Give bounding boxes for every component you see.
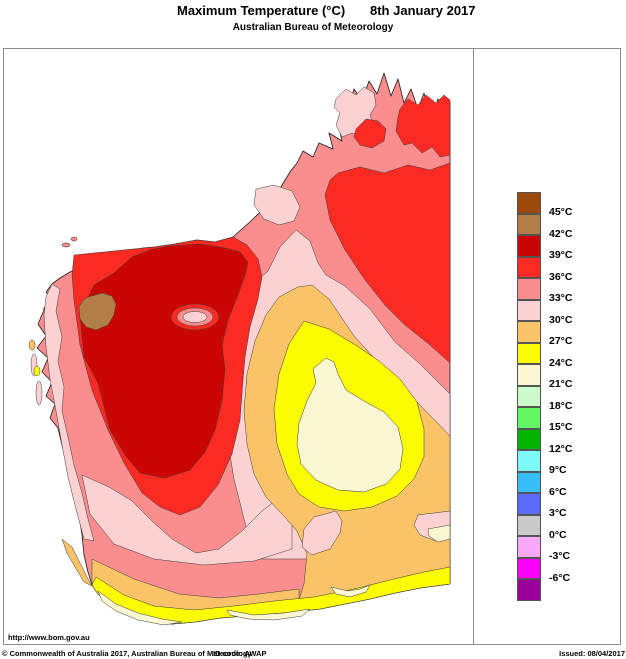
- legend-label: 0°C: [549, 528, 567, 541]
- page-title: Maximum Temperature (°C): [177, 3, 346, 18]
- abrolhos-island: [28, 339, 36, 351]
- legend-label: 15°C: [549, 421, 573, 433]
- cream-south-sliver: [226, 608, 311, 621]
- legend-swatch: [517, 493, 541, 515]
- legend-swatch: [517, 514, 541, 536]
- id-code: ID code: AWAP: [213, 649, 267, 658]
- legend-label: 6°C: [549, 485, 567, 498]
- legend-label: 9°C: [549, 464, 567, 476]
- legend-swatch: [517, 321, 541, 343]
- legend-label: 21°C: [549, 378, 573, 390]
- pink-west-strip: [43, 283, 95, 542]
- pink-coast-patch: [253, 184, 301, 226]
- header: Maximum Temperature (°C) 8th January 201…: [0, 3, 626, 19]
- cream-cool-core: [296, 357, 404, 493]
- pilbara-island: [70, 236, 78, 242]
- legend-label: 33°C: [549, 292, 573, 304]
- legend-label: 30°C: [549, 313, 573, 326]
- panel-divider: [473, 48, 474, 645]
- legend-swatch: [517, 213, 541, 235]
- page-date: 8th January 2017: [370, 3, 476, 18]
- islet-pink-core: [182, 311, 208, 323]
- red-kimberley-spot: [353, 118, 387, 149]
- darkred-core: [79, 243, 249, 479]
- bom-url: http://www.bom.gov.au: [8, 633, 90, 642]
- legend-swatch: [517, 299, 541, 321]
- orange-sw-sliver: [61, 538, 93, 587]
- legend-swatch: [517, 192, 541, 214]
- legend-label: 12°C: [549, 442, 573, 455]
- legend-label: 18°C: [549, 399, 573, 412]
- legend-swatch: [517, 364, 541, 386]
- issued-date: Issued: 08/04/2017: [559, 649, 625, 658]
- pink-se-notch: [301, 510, 343, 556]
- legend-label: 24°C: [549, 356, 573, 369]
- red-ne-kimberley: [395, 94, 451, 158]
- abrolhos-island: [33, 365, 41, 377]
- legend-swatch: [517, 579, 541, 601]
- brown-hot-spot: [78, 292, 117, 331]
- cream-border-sliver: [427, 524, 451, 543]
- wa-temperature-map: [28, 72, 451, 626]
- page-org: Australian Bureau of Meteorology: [232, 22, 394, 33]
- legend-label: 3°C: [549, 507, 567, 519]
- legend-swatch: [517, 256, 541, 278]
- legend-swatch: [517, 471, 541, 493]
- legend-label: 42°C: [549, 227, 573, 240]
- pilbara-island: [61, 242, 71, 248]
- legend-label: -3°C: [549, 550, 571, 562]
- legend-swatch: [517, 557, 541, 579]
- temperature-legend: 45°C 42°C 39°C 36°C 33°C 30°C 27°C 24°C 21°C 18°C…: [517, 192, 617, 602]
- legend-swatch: [517, 385, 541, 407]
- legend-swatch: [517, 235, 541, 257]
- cream-sw-coast-sliver: [97, 590, 183, 626]
- legend-label: 39°C: [549, 249, 573, 261]
- shark-bay-island: [35, 380, 43, 406]
- legend-label: 27°C: [549, 335, 573, 347]
- cream-east-sliver: [330, 584, 371, 598]
- legend-swatch: [517, 407, 541, 429]
- legend-swatch: [517, 536, 541, 558]
- legend-swatch: [517, 342, 541, 364]
- pink-south-belt: [81, 474, 293, 566]
- legend-swatch: [517, 428, 541, 450]
- red-east-region: [324, 162, 451, 364]
- legend-label: 45°C: [549, 206, 573, 218]
- copyright-text: © Commonwealth of Australia 2017, Austra…: [2, 649, 252, 658]
- legend-swatch: [517, 278, 541, 300]
- legend-label: 36°C: [549, 270, 573, 283]
- legend-label: -6°C: [549, 571, 571, 584]
- legend-swatch: [517, 450, 541, 472]
